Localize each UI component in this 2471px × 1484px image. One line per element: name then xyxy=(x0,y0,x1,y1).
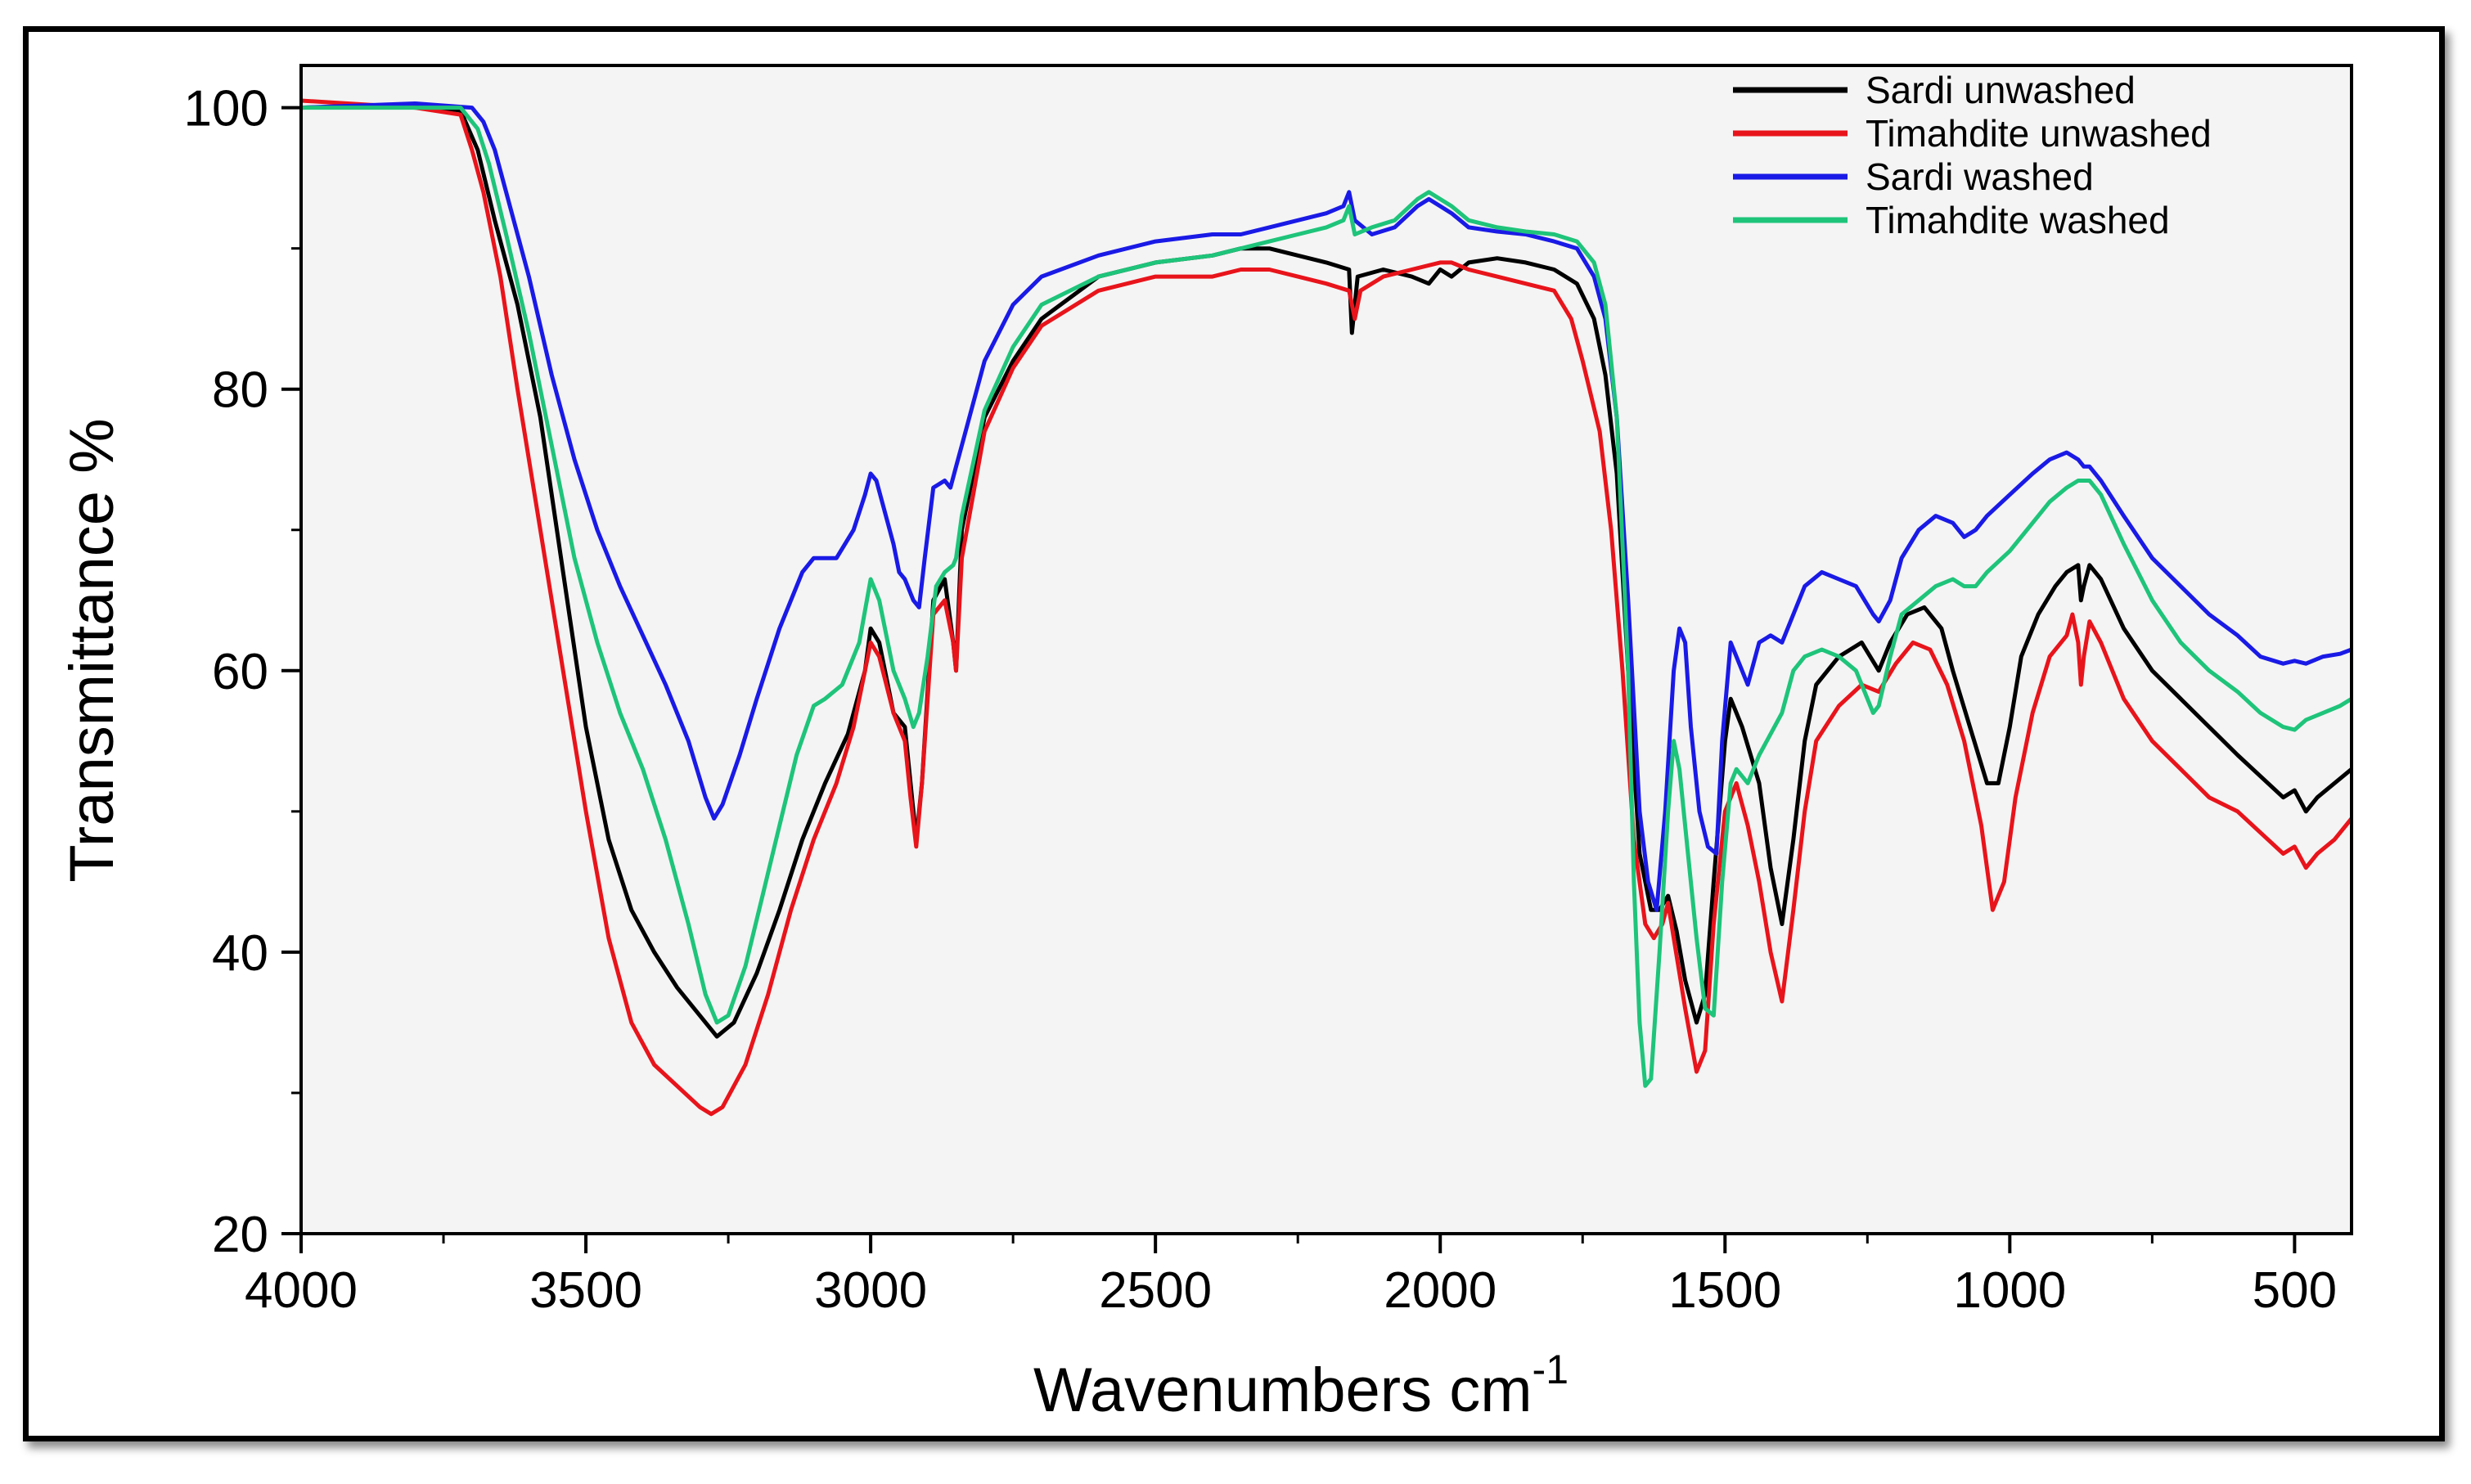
series-line-1 xyxy=(300,102,2353,1039)
y-axis-title: Transmittance % xyxy=(57,418,127,882)
y-tick-label: 100 xyxy=(184,81,268,137)
series-line-4 xyxy=(301,106,2353,1088)
series-layer xyxy=(300,98,2353,1117)
legend-label-4: Timahdite washed xyxy=(1866,199,2170,241)
plot-background xyxy=(301,65,2352,1234)
x-axis-title-text: Wavenumbers cm xyxy=(1033,1356,1533,1425)
x-axis-title: Wavenumbers cm-1 xyxy=(1033,1347,1569,1425)
series-line-3 xyxy=(300,101,2352,912)
x-axis-title-superscript: -1 xyxy=(1533,1347,1569,1392)
y-tick-label: 60 xyxy=(212,644,268,700)
x-tick-label: 4000 xyxy=(245,1262,358,1319)
x-tick-label: 2000 xyxy=(1384,1262,1497,1319)
x-tick-label: 500 xyxy=(2253,1262,2337,1319)
x-tick-label: 3000 xyxy=(814,1262,927,1319)
legend-label-2: Timahdite unwashed xyxy=(1866,112,2212,155)
x-tick-label: 1000 xyxy=(1953,1262,2066,1319)
x-axis: 4000 3500 3000 2500 2000 1500 1000 500 xyxy=(245,1234,2337,1319)
y-tick-label: 80 xyxy=(212,362,268,419)
y-tick-label: 40 xyxy=(212,925,268,982)
plot-area-border xyxy=(299,64,2353,1235)
x-tick-label: 1500 xyxy=(1668,1262,1781,1319)
x-tick-label: 2500 xyxy=(1099,1262,1212,1319)
y-axis: 20 40 60 80 100 xyxy=(184,81,301,1263)
y-tick-label: 20 xyxy=(212,1207,268,1263)
legend-label-1: Sardi unwashed xyxy=(1866,69,2136,111)
x-tick-label: 3500 xyxy=(529,1262,642,1319)
legend-label-3: Sardi washed xyxy=(1866,155,2094,198)
series-line-2 xyxy=(300,98,2353,1117)
